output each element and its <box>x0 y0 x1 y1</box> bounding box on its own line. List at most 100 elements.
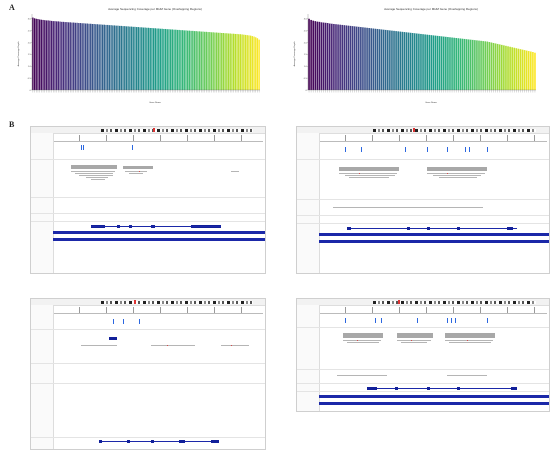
chart-1-bar <box>110 25 112 90</box>
variant-marker[interactable] <box>361 147 362 152</box>
gene-exon[interactable] <box>507 227 513 230</box>
aligned-read[interactable] <box>86 177 108 179</box>
aligned-read[interactable] <box>333 207 483 209</box>
variant-marker[interactable] <box>375 318 376 323</box>
read-mismatch <box>447 173 448 175</box>
aligned-read[interactable] <box>129 173 143 175</box>
genome-ruler[interactable] <box>53 135 263 142</box>
variant-marker[interactable] <box>487 147 488 152</box>
aligned-read[interactable] <box>221 345 249 347</box>
gene-exon[interactable] <box>427 387 430 390</box>
variant-marker[interactable] <box>381 318 382 323</box>
genome-ruler[interactable] <box>319 307 547 314</box>
aligned-read[interactable] <box>433 175 481 177</box>
gene-exon[interactable] <box>179 440 185 443</box>
gene-exon[interactable] <box>151 440 154 443</box>
genome-ruler[interactable] <box>319 135 547 142</box>
chart-2-bar <box>500 44 503 90</box>
aligned-read[interactable] <box>427 173 485 175</box>
ideogram-locus-marker <box>133 300 136 304</box>
aligned-read[interactable] <box>449 342 491 344</box>
aligned-read[interactable] <box>91 179 105 181</box>
chart-1-bar <box>258 39 260 90</box>
chart-1-bar <box>244 34 247 90</box>
chart-1-bar <box>210 32 213 90</box>
igv-toolbar[interactable] <box>31 127 265 134</box>
coverage-block <box>343 333 383 338</box>
gene-track-bar[interactable] <box>319 402 549 405</box>
gene-exon[interactable] <box>427 227 430 230</box>
aligned-read[interactable] <box>337 375 387 377</box>
chart-2-bar <box>324 22 327 90</box>
aligned-read[interactable] <box>343 340 381 342</box>
aligned-read[interactable] <box>81 345 117 347</box>
gene-track-bar[interactable] <box>319 233 549 236</box>
variant-marker[interactable] <box>123 319 124 324</box>
chart-2-bar <box>308 18 310 90</box>
variant-marker[interactable] <box>447 318 448 323</box>
aligned-read[interactable] <box>125 171 147 173</box>
aligned-read[interactable] <box>445 340 493 342</box>
aligned-read[interactable] <box>231 171 239 173</box>
variant-marker[interactable] <box>465 147 466 152</box>
aligned-read[interactable] <box>345 175 395 177</box>
chart-1-bar <box>42 19 44 90</box>
gene-exon[interactable] <box>407 227 410 230</box>
gene-exon[interactable] <box>127 440 130 443</box>
variant-marker[interactable] <box>81 145 82 150</box>
variant-marker[interactable] <box>345 147 346 152</box>
variant-marker[interactable] <box>405 147 406 152</box>
variant-marker[interactable] <box>132 145 133 150</box>
gene-exon[interactable] <box>511 387 517 390</box>
chart-1-bar <box>141 27 143 90</box>
gene-exon[interactable] <box>109 337 117 340</box>
chromosome-ideogram[interactable] <box>101 300 254 304</box>
gene-exon[interactable] <box>367 387 377 390</box>
variant-marker[interactable] <box>345 318 346 323</box>
variant-marker[interactable] <box>469 147 470 152</box>
aligned-read[interactable] <box>339 173 397 175</box>
aligned-read[interactable] <box>447 375 487 377</box>
aligned-read[interactable] <box>397 340 431 342</box>
variant-marker[interactable] <box>113 319 114 324</box>
variant-marker[interactable] <box>139 319 140 324</box>
aligned-read[interactable] <box>79 175 113 177</box>
igv-toolbar[interactable] <box>297 127 549 134</box>
chromosome-ideogram[interactable] <box>101 128 254 132</box>
variant-marker[interactable] <box>455 318 456 323</box>
chart-2-bar <box>478 40 480 90</box>
aligned-read[interactable] <box>347 342 379 344</box>
variant-marker[interactable] <box>451 318 452 323</box>
chromosome-ideogram[interactable] <box>372 300 537 304</box>
aligned-read[interactable] <box>439 177 477 179</box>
igv-toolbar[interactable] <box>297 299 549 306</box>
gene-exon[interactable] <box>395 387 398 390</box>
chart-2-bar <box>509 46 511 90</box>
aligned-read[interactable] <box>151 345 195 347</box>
gene-track-bar[interactable] <box>319 395 549 398</box>
variant-marker[interactable] <box>427 147 428 152</box>
chart-1-bar <box>146 27 148 90</box>
aligned-read[interactable] <box>349 177 389 179</box>
chart-1-bar <box>156 28 158 91</box>
chromosome-ideogram[interactable] <box>372 128 537 132</box>
gene-track-bar[interactable] <box>53 231 265 234</box>
gene-track-bar[interactable] <box>53 238 265 241</box>
genome-ruler[interactable] <box>53 307 263 314</box>
gene-track-bar[interactable] <box>319 240 549 243</box>
gene-exon[interactable] <box>211 440 219 443</box>
variant-marker[interactable] <box>83 145 84 150</box>
gene-exon[interactable] <box>457 387 460 390</box>
igv-toolbar[interactable] <box>31 299 265 306</box>
variant-marker[interactable] <box>447 147 448 152</box>
aligned-read[interactable] <box>75 173 113 175</box>
variant-marker[interactable] <box>417 318 418 323</box>
gene-exon[interactable] <box>99 440 102 443</box>
aligned-read[interactable] <box>401 342 427 344</box>
variant-marker[interactable] <box>487 318 488 323</box>
chart-1-bar <box>209 32 211 90</box>
aligned-read[interactable] <box>71 171 115 173</box>
gene-exon[interactable] <box>347 227 351 230</box>
chart-2-bar <box>331 23 333 91</box>
gene-exon[interactable] <box>457 227 460 230</box>
